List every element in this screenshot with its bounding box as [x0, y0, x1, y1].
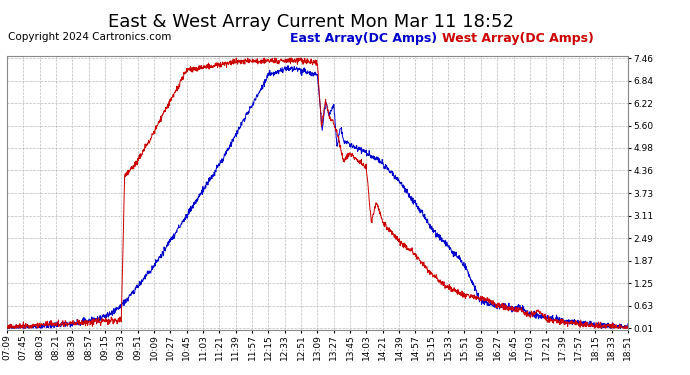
Text: Copyright 2024 Cartronics.com: Copyright 2024 Cartronics.com: [8, 32, 172, 42]
Text: East Array(DC Amps): East Array(DC Amps): [290, 32, 437, 45]
Text: East & West Array Current Mon Mar 11 18:52: East & West Array Current Mon Mar 11 18:…: [108, 13, 513, 31]
Text: West Array(DC Amps): West Array(DC Amps): [442, 32, 593, 45]
